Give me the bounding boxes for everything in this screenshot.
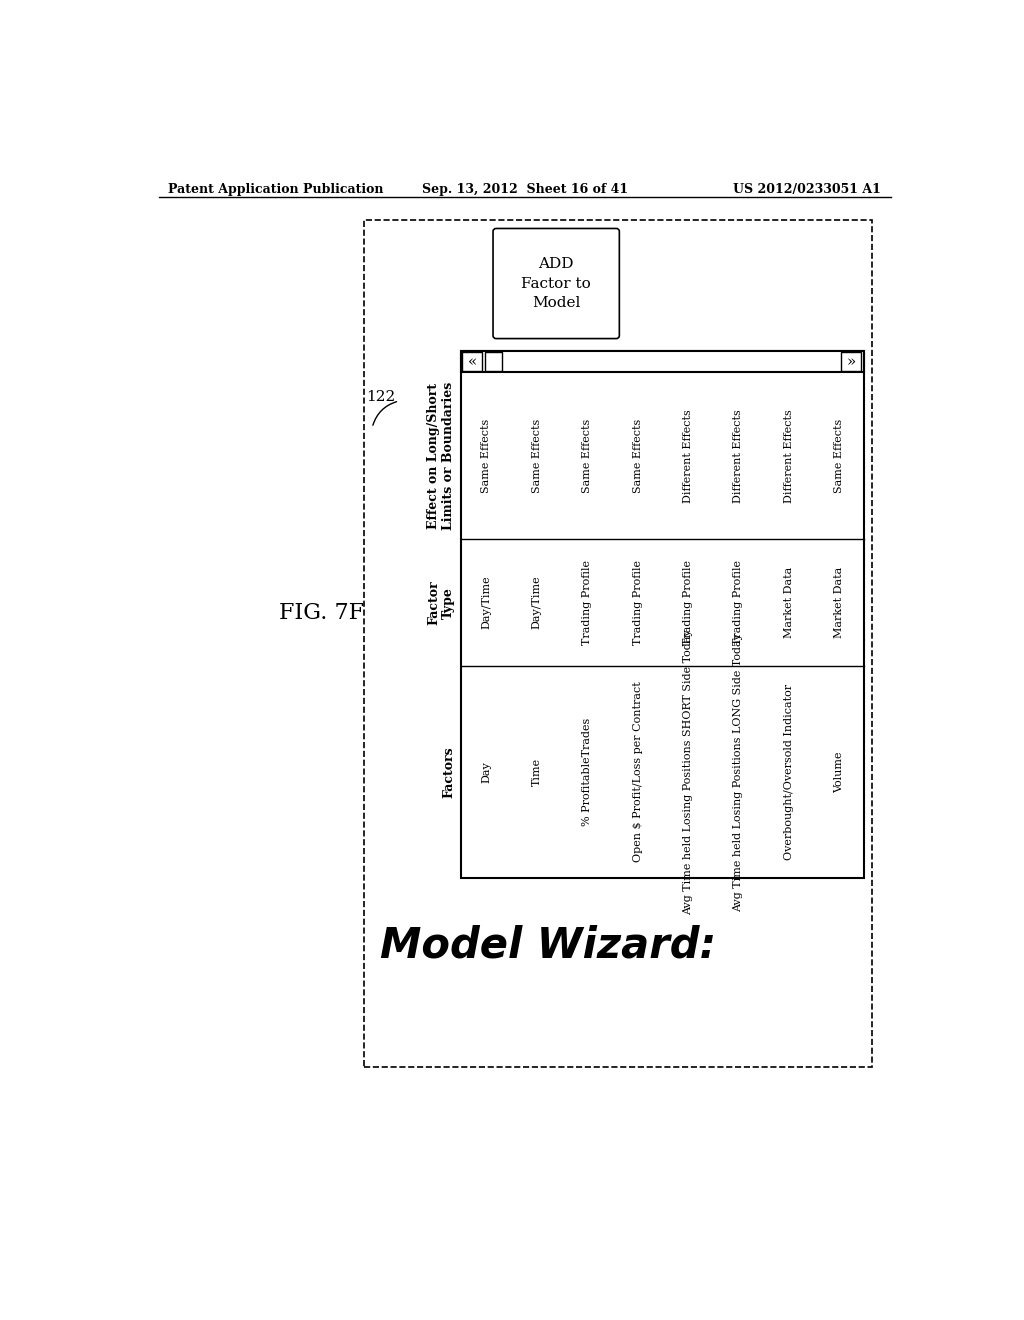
- Text: Same Effects: Same Effects: [531, 418, 542, 494]
- Text: Same Effects: Same Effects: [481, 418, 492, 494]
- Text: Same Effects: Same Effects: [583, 418, 592, 494]
- Text: Avg Time held Losing Positions SHORT Side Today: Avg Time held Losing Positions SHORT Sid…: [683, 630, 693, 915]
- Bar: [365, 220, 872, 1067]
- Text: Market Data: Market Data: [783, 568, 794, 639]
- Text: 122: 122: [367, 391, 395, 404]
- Text: FIG. 7F: FIG. 7F: [280, 602, 365, 624]
- Text: Factor
Type: Factor Type: [427, 581, 455, 624]
- Text: % ProfitableTrades: % ProfitableTrades: [583, 718, 592, 826]
- Text: Model Wizard:: Model Wizard:: [380, 925, 716, 966]
- Bar: [484, 352, 502, 371]
- Text: ADD
Factor to
Model: ADD Factor to Model: [521, 257, 591, 310]
- Text: Avg Time held Losing Positions LONG Side Today: Avg Time held Losing Positions LONG Side…: [733, 632, 743, 912]
- Text: Volume: Volume: [835, 751, 844, 793]
- Text: Trading Profile: Trading Profile: [733, 560, 743, 645]
- Bar: [461, 351, 864, 372]
- Text: Effect on Long/Short
Limits or Boundaries: Effect on Long/Short Limits or Boundarie…: [427, 381, 455, 531]
- Text: Same Effects: Same Effects: [835, 418, 844, 494]
- Text: «: «: [468, 355, 477, 368]
- Text: Trading Profile: Trading Profile: [683, 560, 693, 645]
- Text: Overbought/Oversold Indicator: Overbought/Oversold Indicator: [783, 684, 794, 861]
- Text: Day/Time: Day/Time: [481, 576, 492, 630]
- Text: Open $ Profit/Loss per Contract: Open $ Profit/Loss per Contract: [633, 681, 643, 862]
- Text: Factors: Factors: [442, 746, 455, 797]
- Text: Trading Profile: Trading Profile: [583, 560, 592, 645]
- Text: Same Effects: Same Effects: [633, 418, 643, 494]
- Text: »: »: [847, 355, 856, 368]
- Text: Time: Time: [531, 758, 542, 787]
- Text: Different Effects: Different Effects: [733, 409, 743, 503]
- Text: Trading Profile: Trading Profile: [633, 560, 643, 645]
- Text: Different Effects: Different Effects: [683, 409, 693, 503]
- Text: Day: Day: [481, 762, 492, 783]
- FancyBboxPatch shape: [493, 228, 620, 339]
- Bar: [841, 352, 861, 371]
- Text: Day/Time: Day/Time: [531, 576, 542, 630]
- Text: Market Data: Market Data: [835, 568, 844, 639]
- Text: Different Effects: Different Effects: [783, 409, 794, 503]
- Text: US 2012/0233051 A1: US 2012/0233051 A1: [733, 183, 882, 197]
- Bar: [462, 352, 482, 371]
- Text: Patent Application Publication: Patent Application Publication: [168, 183, 384, 197]
- Text: Sep. 13, 2012  Sheet 16 of 41: Sep. 13, 2012 Sheet 16 of 41: [422, 183, 628, 197]
- Bar: [461, 351, 864, 878]
